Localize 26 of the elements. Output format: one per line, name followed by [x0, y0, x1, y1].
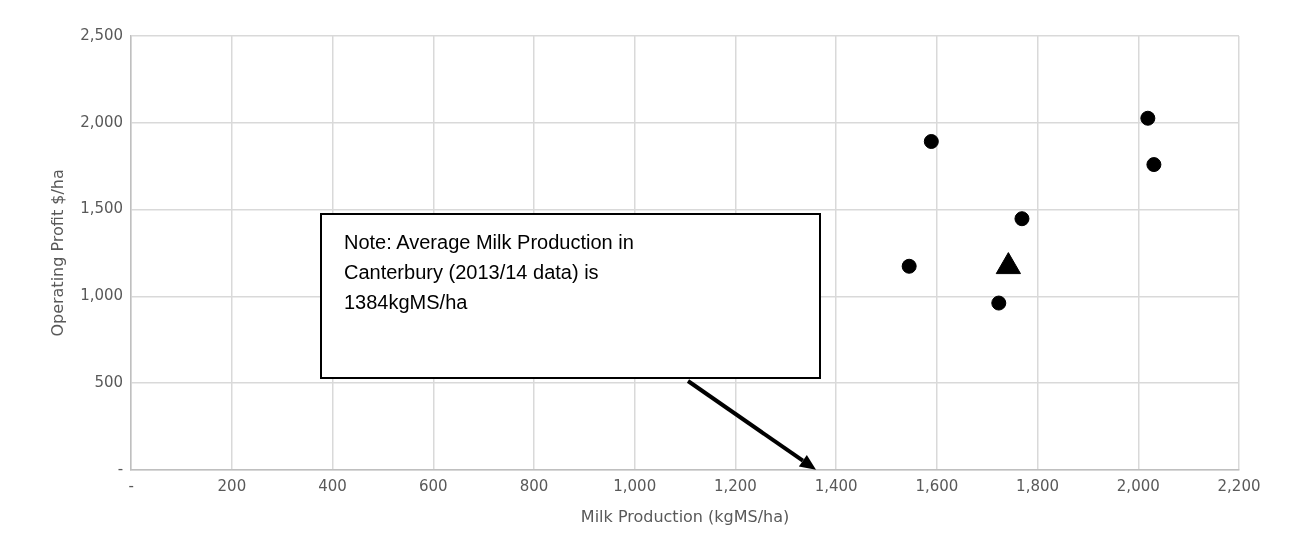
x-tick-label: 200: [217, 476, 247, 495]
y-tick-label: -: [117, 459, 124, 478]
x-tick-label: 1,600: [915, 476, 959, 495]
x-tick-label: 1,400: [814, 476, 858, 495]
point: [1146, 157, 1162, 173]
y-tick-label: 1,000: [80, 286, 124, 305]
note-box: Note: Average Milk Production in Canterbury (2013/14 data) is 1384kgMS/ha: [320, 213, 821, 379]
y-tick-label: 2,500: [80, 25, 124, 44]
x-tick-label: 2,200: [1217, 476, 1261, 495]
y-axis-title: Operating Profit $/ha: [47, 169, 67, 337]
point: [1014, 211, 1030, 227]
x-axis-title: Milk Production (kgMS/ha): [580, 506, 790, 526]
x-tick-label: 800: [519, 476, 549, 495]
point: [1140, 110, 1156, 126]
point: [901, 258, 917, 274]
x-tick-label: 1,000: [613, 476, 657, 495]
y-tick-label: 2,000: [80, 112, 124, 131]
x-tick-label: 400: [318, 476, 347, 495]
y-tick-label: 500: [94, 372, 124, 391]
point: [991, 295, 1007, 311]
x-tick-label: 1,800: [1016, 476, 1060, 495]
y-tick-label: 1,500: [80, 199, 124, 218]
x-tick-label: 1,200: [713, 476, 757, 495]
point: [923, 134, 939, 149]
x-tick-label: 600: [418, 476, 448, 495]
x-tick-label: 2,000: [1116, 476, 1160, 495]
